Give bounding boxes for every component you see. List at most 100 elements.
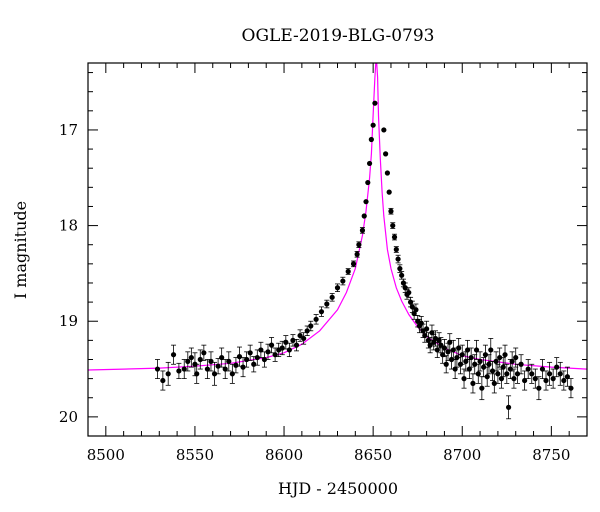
point-marker xyxy=(406,289,412,296)
point-marker xyxy=(226,358,232,364)
data-point xyxy=(568,378,574,399)
point-marker xyxy=(334,285,341,291)
data-point xyxy=(286,342,292,358)
data-point xyxy=(372,100,378,106)
data-point xyxy=(365,179,371,186)
point-marker xyxy=(313,316,319,322)
data-point xyxy=(160,370,166,391)
point-marker xyxy=(391,234,398,240)
data-point xyxy=(397,264,403,273)
data-point xyxy=(443,355,449,374)
point-marker xyxy=(354,251,360,257)
data-point xyxy=(383,151,389,157)
data-point xyxy=(399,271,405,280)
point-marker xyxy=(507,366,513,372)
point-marker xyxy=(481,364,487,370)
point-marker xyxy=(390,222,396,229)
point-marker xyxy=(536,385,542,391)
data-point xyxy=(204,359,211,380)
point-marker xyxy=(539,366,546,372)
point-marker xyxy=(561,377,567,384)
data-point xyxy=(219,347,225,368)
data-point xyxy=(468,347,474,368)
point-marker xyxy=(484,374,490,380)
data-point xyxy=(505,395,512,420)
chart-title: OGLE-2019-BLG-0793 xyxy=(242,26,435,46)
y-tick-label: 19 xyxy=(59,312,78,330)
x-tick-label: 8500 xyxy=(87,446,125,464)
data-point xyxy=(247,344,253,361)
data-point xyxy=(359,227,366,234)
data-point xyxy=(329,293,335,302)
point-marker xyxy=(301,335,307,342)
point-marker xyxy=(568,385,574,391)
data-point xyxy=(539,359,546,380)
data-point xyxy=(429,324,435,341)
data-point xyxy=(491,373,497,394)
point-marker xyxy=(384,170,390,176)
data-point xyxy=(473,339,480,360)
point-marker xyxy=(340,278,346,284)
data-point xyxy=(170,344,177,365)
point-marker xyxy=(386,189,392,195)
data-point xyxy=(475,363,481,384)
data-point xyxy=(561,370,567,391)
point-marker xyxy=(222,366,228,372)
point-marker xyxy=(365,179,371,186)
x-tick-label: 8700 xyxy=(443,446,481,464)
data-point xyxy=(176,362,182,380)
point-marker xyxy=(464,347,471,353)
point-marker xyxy=(397,266,403,272)
point-marker xyxy=(546,371,553,377)
point-marker xyxy=(233,362,239,368)
point-marker xyxy=(514,371,521,377)
data-point xyxy=(268,337,275,354)
point-marker xyxy=(473,347,480,353)
point-marker xyxy=(279,345,285,351)
data-point xyxy=(536,376,542,401)
data-point xyxy=(361,213,367,219)
point-marker xyxy=(479,385,485,391)
point-marker xyxy=(204,366,211,372)
data-point xyxy=(363,199,369,205)
point-marker xyxy=(470,380,476,386)
point-marker xyxy=(413,307,419,313)
data-point xyxy=(525,359,531,380)
data-point xyxy=(384,170,390,176)
point-marker xyxy=(258,347,264,353)
point-marker xyxy=(176,368,182,374)
point-marker xyxy=(504,371,510,377)
point-marker xyxy=(154,366,161,372)
data-point xyxy=(386,189,392,195)
point-marker xyxy=(513,354,519,361)
y-tick-label: 17 xyxy=(59,121,78,139)
point-marker xyxy=(194,371,200,377)
point-marker xyxy=(240,364,246,370)
data-point xyxy=(188,347,194,368)
data-point xyxy=(497,347,503,368)
data-point xyxy=(514,363,521,384)
point-marker xyxy=(491,380,497,386)
data-point xyxy=(308,320,314,332)
data-point xyxy=(529,363,535,384)
data-point xyxy=(434,341,440,358)
point-marker xyxy=(518,361,524,367)
point-marker xyxy=(447,339,453,345)
data-point xyxy=(479,376,485,401)
data-point xyxy=(498,368,505,389)
data-point xyxy=(388,207,394,215)
point-marker xyxy=(498,376,505,382)
point-marker xyxy=(229,371,235,377)
data-point xyxy=(211,361,218,386)
point-marker xyxy=(452,366,458,372)
y-tick-label: 18 xyxy=(59,217,78,235)
data-point xyxy=(185,351,191,372)
point-marker xyxy=(370,122,376,128)
data-point xyxy=(522,370,528,391)
point-marker xyxy=(425,337,431,343)
point-marker xyxy=(509,358,515,364)
data-point xyxy=(301,332,307,345)
point-marker xyxy=(393,246,399,253)
data-point xyxy=(340,276,346,286)
